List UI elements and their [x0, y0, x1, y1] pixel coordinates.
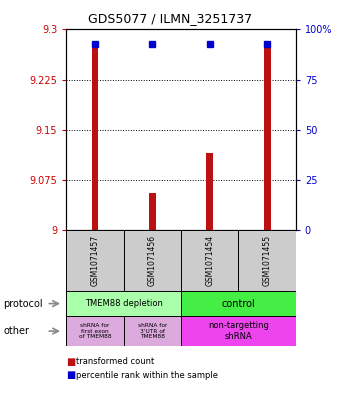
Bar — [181, 316, 296, 346]
Text: percentile rank within the sample: percentile rank within the sample — [76, 371, 219, 380]
Bar — [238, 230, 296, 291]
Bar — [66, 291, 181, 316]
Text: GDS5077 / ILMN_3251737: GDS5077 / ILMN_3251737 — [88, 12, 252, 25]
Text: ■: ■ — [66, 356, 75, 367]
Text: ■: ■ — [66, 370, 75, 380]
Text: protocol: protocol — [3, 299, 43, 309]
Text: transformed count: transformed count — [76, 357, 155, 366]
Text: other: other — [3, 326, 29, 336]
Text: non-targetting
shRNA: non-targetting shRNA — [208, 321, 269, 341]
Text: control: control — [222, 299, 255, 309]
Text: shRNA for
first exon
of TMEM88: shRNA for first exon of TMEM88 — [79, 323, 111, 340]
Bar — [66, 316, 124, 346]
Bar — [91, 46, 98, 230]
Bar — [149, 193, 156, 230]
Bar — [264, 46, 271, 230]
Bar — [181, 230, 238, 291]
Text: GSM1071454: GSM1071454 — [205, 235, 214, 286]
Text: GSM1071457: GSM1071457 — [90, 235, 100, 286]
Text: shRNA for
3'UTR of
TMEM88: shRNA for 3'UTR of TMEM88 — [138, 323, 167, 340]
Text: GSM1071456: GSM1071456 — [148, 235, 157, 286]
Bar — [124, 316, 181, 346]
Bar — [66, 230, 124, 291]
Bar — [181, 291, 296, 316]
Bar — [206, 153, 213, 230]
Text: TMEM88 depletion: TMEM88 depletion — [85, 299, 163, 308]
Text: GSM1071455: GSM1071455 — [262, 235, 272, 286]
Bar — [124, 230, 181, 291]
